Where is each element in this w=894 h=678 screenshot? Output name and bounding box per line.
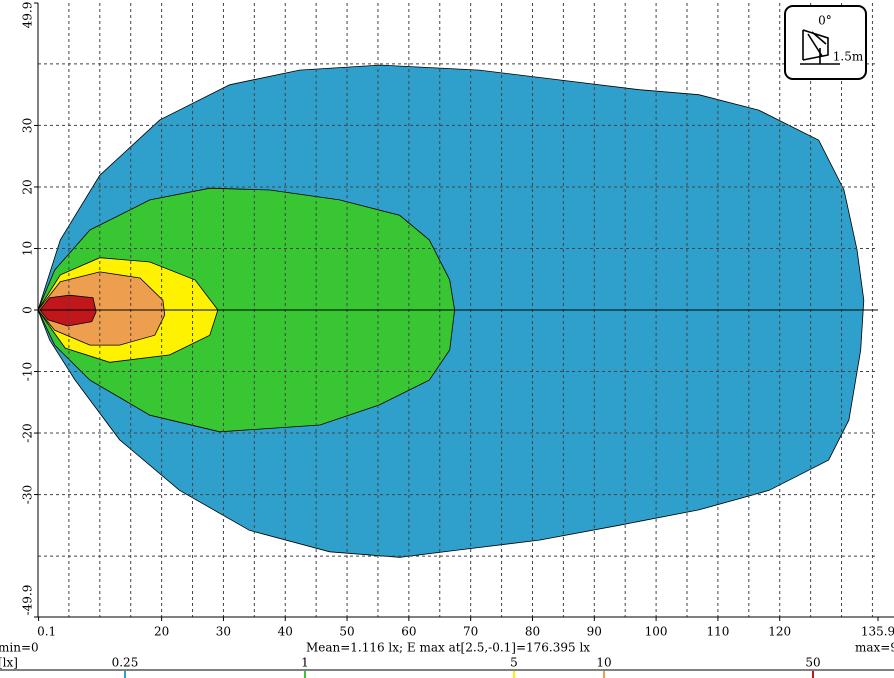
isolux-region (37, 271, 166, 346)
x-tick-label: 135.9 (861, 625, 894, 639)
y-tick-label: 30 (21, 118, 35, 133)
icon-drawing (800, 29, 840, 65)
max-label: max=95 (855, 641, 894, 655)
x-tick-label: 30 (216, 625, 231, 639)
y-tick-label: -10 (21, 362, 35, 381)
icon-height: 1.5m (833, 50, 864, 64)
stats: Mean=1.116 lx; E max at[2.5,-0.1]=176.39… (306, 641, 590, 655)
x-tick-label: 80 (525, 625, 540, 639)
unit-label: [lx] (0, 656, 18, 670)
x-tick-label: 60 (401, 625, 416, 639)
min-label: min=0 (0, 641, 39, 655)
legend-label: 50 (805, 656, 820, 670)
mounting-icon: 0° 1.5m (784, 5, 867, 80)
y-tick-label: 49.9 (21, 2, 35, 29)
icon-frame (784, 5, 867, 80)
legend-label: 0.25 (112, 656, 139, 670)
y-tick-label: -20 (21, 423, 35, 442)
y-tick-label: 20 (21, 179, 35, 194)
x-tick-label: 20 (154, 625, 169, 639)
x-tick-label: 120 (768, 625, 791, 639)
x-tick-label: 0.1 (37, 625, 56, 639)
x-tick-label: 50 (339, 625, 354, 639)
legend-label: 10 (596, 656, 611, 670)
plot-area (37, 3, 894, 618)
y-tick-label: 10 (21, 241, 35, 256)
x-tick-label: 40 (278, 625, 293, 639)
x-tick-label: 110 (706, 625, 729, 639)
icon-angle: 0° (818, 14, 832, 28)
y-tick-label: -49.9 (21, 585, 35, 616)
x-tick-label: 100 (645, 625, 668, 639)
x-tick-label: 90 (587, 625, 602, 639)
x-tick-label: 70 (463, 625, 478, 639)
legend-label: 1 (301, 656, 309, 670)
y-tick-label: -30 (21, 485, 35, 504)
legend-label: 5 (510, 656, 518, 670)
y-tick-label: 0 (21, 306, 35, 314)
isolux-region (39, 294, 97, 327)
